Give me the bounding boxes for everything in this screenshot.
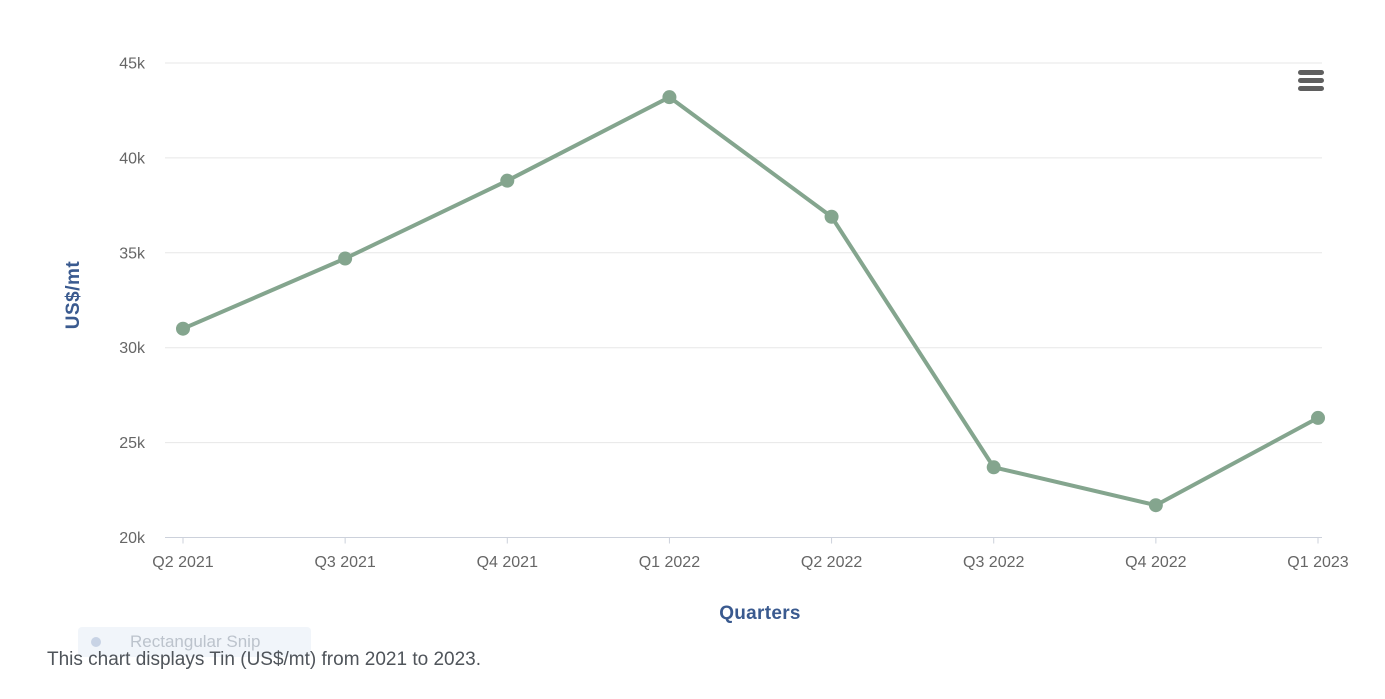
y-tick-label: 45k (119, 56, 146, 73)
series-line (181, 95, 1320, 508)
y-axis-title: US$/mt (63, 260, 84, 330)
x-tick-label: Q2 2022 (801, 554, 862, 571)
chart-caption: This chart displays Tin (US$/mt) from 20… (47, 649, 482, 670)
chart-context-menu-button[interactable] (1294, 64, 1330, 96)
data-point[interactable] (338, 251, 353, 266)
x-tick-label: Q1 2022 (639, 554, 700, 571)
x-tick-label: Q4 2021 (477, 554, 538, 571)
data-point[interactable] (176, 321, 190, 336)
x-tick-label: Q3 2022 (963, 554, 1024, 571)
data-point[interactable] (1148, 498, 1163, 513)
x-tick-label: Q1 2023 (1287, 554, 1348, 571)
x-tick-label: Q4 2022 (1125, 554, 1186, 571)
y-tick-label: 25k (119, 435, 146, 452)
data-point[interactable] (1311, 410, 1325, 425)
x-axis-title: Quarters (719, 603, 801, 624)
snip-mode-icon (91, 637, 101, 647)
y-tick-label: 20k (119, 530, 146, 547)
y-tick-label: 40k (119, 150, 146, 167)
data-point[interactable] (500, 173, 515, 188)
snip-ghost-overlay: Rectangular Snip (78, 627, 311, 657)
data-point[interactable] (824, 209, 839, 224)
x-tick-label: Q2 2021 (152, 554, 213, 571)
data-point[interactable] (662, 90, 677, 105)
y-tick-label: 35k (119, 245, 146, 262)
snip-ghost-label: Rectangular Snip (130, 632, 261, 651)
x-tick-label: Q3 2021 (314, 554, 375, 571)
y-tick-label: 30k (119, 340, 146, 357)
data-point[interactable] (986, 460, 1001, 475)
